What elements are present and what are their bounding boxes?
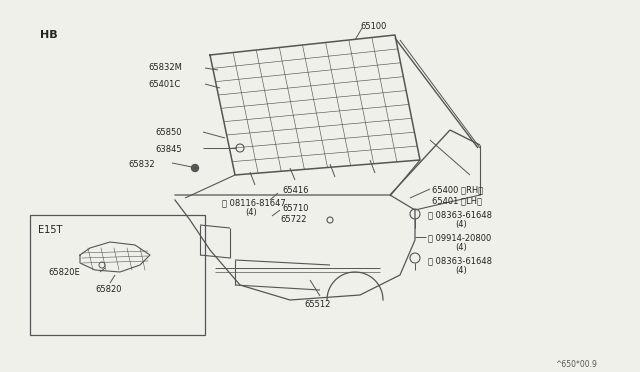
Text: 65710: 65710 xyxy=(282,204,308,213)
Text: 65100: 65100 xyxy=(360,22,387,31)
Text: 65820: 65820 xyxy=(95,285,122,294)
Text: 65820E: 65820E xyxy=(48,268,80,277)
Text: 65401C: 65401C xyxy=(148,80,180,89)
Text: 65832M: 65832M xyxy=(148,63,182,72)
Text: Ⓢ 08363-61648: Ⓢ 08363-61648 xyxy=(428,256,492,265)
Text: Ⓢ 08363-61648: Ⓢ 08363-61648 xyxy=(428,210,492,219)
Text: 65832: 65832 xyxy=(128,160,155,169)
Text: Ⓑ 08116-81647: Ⓑ 08116-81647 xyxy=(222,198,285,207)
Text: 65512: 65512 xyxy=(305,300,331,309)
Text: ^650*00.9: ^650*00.9 xyxy=(555,360,597,369)
Text: (4): (4) xyxy=(455,266,467,275)
Circle shape xyxy=(191,164,198,171)
Text: E15T: E15T xyxy=(38,225,62,235)
Text: 65722: 65722 xyxy=(280,215,307,224)
Text: 65400 〈RH〉: 65400 〈RH〉 xyxy=(432,185,483,194)
Text: (4): (4) xyxy=(455,220,467,229)
Text: 63845: 63845 xyxy=(155,145,182,154)
Text: 65416: 65416 xyxy=(282,186,308,195)
Bar xyxy=(30,215,205,335)
Text: HB: HB xyxy=(40,30,58,40)
Text: 65401 〈LH〉: 65401 〈LH〉 xyxy=(432,196,482,205)
Text: 65850: 65850 xyxy=(155,128,182,137)
Text: Ⓝ 09914-20800: Ⓝ 09914-20800 xyxy=(428,233,492,242)
Text: (4): (4) xyxy=(455,243,467,252)
Text: (4): (4) xyxy=(245,208,257,217)
